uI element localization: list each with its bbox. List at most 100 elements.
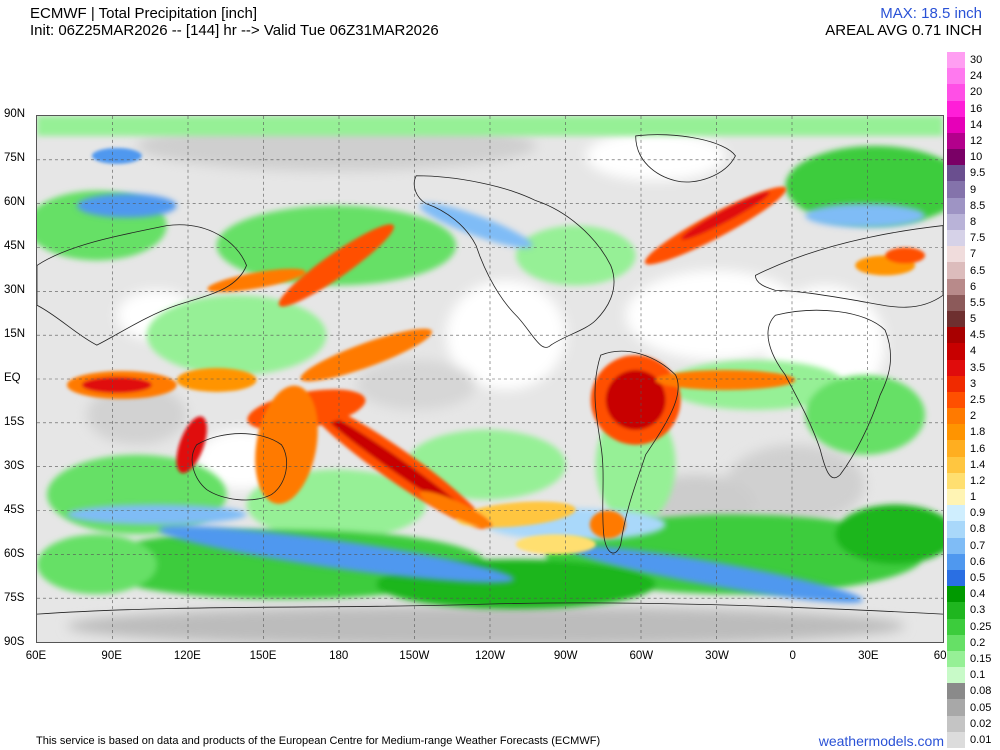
coastlines bbox=[37, 134, 943, 615]
latitude-label: 15N bbox=[4, 328, 26, 340]
longitude-label: 90E bbox=[101, 650, 122, 662]
legend-swatch bbox=[947, 634, 965, 652]
legend-swatch bbox=[947, 489, 965, 506]
legend-label: 0.6 bbox=[970, 555, 986, 568]
legend-swatch bbox=[947, 375, 965, 393]
latitude-label: 60N bbox=[4, 196, 26, 208]
legend-swatch bbox=[947, 569, 965, 587]
legend-label: 0.2 bbox=[970, 636, 986, 649]
legend-swatch bbox=[947, 472, 965, 490]
legend-swatch bbox=[947, 521, 965, 539]
legend-swatch bbox=[947, 537, 965, 555]
color-legend bbox=[947, 52, 965, 749]
map-subtitle: Init: 06Z25MAR2026 -- [144] hr --> Valid… bbox=[30, 22, 439, 39]
precipitation-map-canvas[interactable] bbox=[37, 116, 943, 642]
legend-label: 24 bbox=[970, 70, 983, 83]
latitude-label: 30S bbox=[4, 460, 25, 472]
legend-label: 0.9 bbox=[970, 507, 986, 520]
legend-label: 0.7 bbox=[970, 539, 986, 552]
legend-swatch bbox=[947, 424, 965, 441]
legend-label: 0.05 bbox=[970, 701, 992, 714]
graticule bbox=[37, 116, 943, 642]
latitude-label: 75S bbox=[4, 592, 25, 604]
legend-label: 2 bbox=[970, 410, 977, 423]
legend-label: 5 bbox=[970, 313, 977, 326]
legend-label: 10 bbox=[970, 151, 983, 164]
legend-swatch bbox=[947, 197, 965, 215]
legend-swatch bbox=[947, 68, 965, 85]
longitude-label: 60W bbox=[629, 650, 654, 662]
latitude-label: 15S bbox=[4, 416, 25, 428]
legend-swatch bbox=[947, 731, 965, 749]
latitude-label: EQ bbox=[4, 372, 21, 384]
legend-swatch bbox=[947, 84, 965, 102]
longitude-label: 30E bbox=[858, 650, 879, 662]
legend-label: 1.6 bbox=[970, 442, 986, 455]
legend-swatch bbox=[947, 505, 965, 522]
legend-label: 3 bbox=[970, 377, 977, 390]
latitude-label: 75N bbox=[4, 152, 26, 164]
legend-swatch bbox=[947, 165, 965, 182]
latitude-label: 45N bbox=[4, 240, 26, 252]
legend-label: 0.8 bbox=[970, 523, 986, 536]
legend-swatch bbox=[947, 132, 965, 150]
legend-label: 5.5 bbox=[970, 296, 986, 309]
longitude-label: 150W bbox=[399, 650, 430, 662]
legend-label: 12 bbox=[970, 135, 983, 148]
legend-swatch bbox=[947, 699, 965, 717]
legend-swatch bbox=[947, 149, 965, 166]
legend-swatch bbox=[947, 618, 965, 636]
legend-label: 0.01 bbox=[970, 733, 992, 746]
latitude-label: 90S bbox=[4, 636, 25, 648]
longitude-label: 180 bbox=[329, 650, 349, 662]
latitude-label: 90N bbox=[4, 108, 26, 120]
legend-label: 0.4 bbox=[970, 588, 986, 601]
legend-swatch bbox=[947, 553, 965, 571]
latitude-label: 30N bbox=[4, 284, 26, 296]
legend-label: 2.5 bbox=[970, 394, 986, 406]
map-title: ECMWF | Total Precipitation [inch] bbox=[30, 5, 258, 22]
legend-label: 0.1 bbox=[970, 669, 986, 682]
longitude-label: 60E bbox=[25, 650, 47, 662]
legend-swatch bbox=[947, 310, 965, 328]
legend-swatch bbox=[947, 181, 965, 199]
legend-label: 1.2 bbox=[970, 474, 986, 487]
legend-swatch bbox=[947, 650, 965, 668]
legend-label: 0.08 bbox=[970, 685, 992, 698]
latitude-label: 45S bbox=[4, 504, 25, 516]
legend-label: 9.5 bbox=[970, 167, 986, 180]
precipitation-map[interactable] bbox=[36, 115, 944, 643]
longitude-label: 120E bbox=[173, 650, 201, 662]
legend-swatch bbox=[947, 456, 965, 474]
legend-swatch bbox=[947, 213, 965, 231]
legend-label: 0.3 bbox=[970, 604, 986, 617]
legend-swatch bbox=[947, 278, 965, 296]
legend-label: 8.5 bbox=[970, 199, 986, 212]
longitude-label: 90W bbox=[553, 650, 578, 662]
longitude-label: 30W bbox=[705, 650, 729, 662]
legend-swatch bbox=[947, 391, 965, 409]
legend-label: 0.15 bbox=[970, 652, 992, 665]
legend-swatch bbox=[947, 715, 965, 733]
legend-label: 4.5 bbox=[970, 329, 986, 342]
legend-swatch bbox=[947, 327, 965, 344]
areal-average-label: AREAL AVG 0.71 INCH bbox=[825, 22, 982, 39]
legend-swatch bbox=[947, 359, 965, 377]
legend-label: 4 bbox=[970, 345, 977, 358]
legend-swatch bbox=[947, 602, 965, 619]
legend-swatch bbox=[947, 408, 965, 425]
max-value-label: MAX: 18.5 inch bbox=[880, 5, 982, 22]
legend-swatch bbox=[947, 52, 965, 69]
legend-swatch bbox=[947, 246, 965, 263]
site-link[interactable]: weathermodels.com bbox=[818, 733, 944, 749]
legend-label: 8 bbox=[970, 215, 977, 228]
legend-swatch bbox=[947, 343, 965, 361]
legend-label: 20 bbox=[970, 86, 983, 99]
legend-label: 0.5 bbox=[970, 572, 986, 585]
legend-label: 7.5 bbox=[970, 232, 986, 245]
legend-swatch bbox=[947, 683, 965, 700]
legend-label: 3.5 bbox=[970, 361, 986, 374]
longitude-label: 120W bbox=[474, 650, 506, 662]
legend-label: 0.25 bbox=[970, 620, 992, 633]
legend-swatch bbox=[947, 262, 965, 280]
